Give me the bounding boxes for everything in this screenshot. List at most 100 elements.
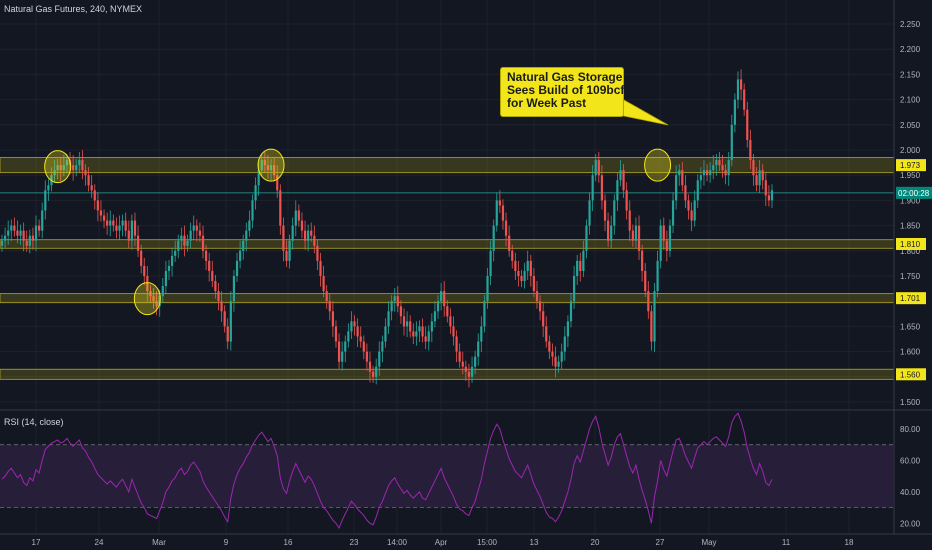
candle-body bbox=[746, 109, 749, 140]
candle-body bbox=[486, 276, 489, 302]
candle-body bbox=[337, 341, 341, 362]
candle-body bbox=[610, 225, 613, 241]
candle-body bbox=[208, 260, 211, 271]
candle-body bbox=[569, 301, 573, 322]
annotation-line: Sees Build of 109bcf bbox=[507, 83, 625, 97]
price-tick-label: 2.000 bbox=[900, 146, 921, 155]
candle-body bbox=[427, 331, 430, 342]
candle-body bbox=[291, 225, 294, 241]
candle-body bbox=[13, 225, 16, 231]
candle-body bbox=[118, 225, 121, 231]
candle-body bbox=[458, 351, 461, 362]
candle-body bbox=[192, 225, 195, 231]
candle-body bbox=[424, 336, 427, 342]
candle-body bbox=[755, 175, 758, 186]
rsi-tick-label: 20.00 bbox=[900, 519, 921, 528]
candle-body bbox=[532, 276, 535, 292]
candle-body bbox=[538, 301, 542, 312]
candle-body bbox=[483, 301, 486, 327]
candle-body bbox=[681, 170, 684, 186]
time-tick-label: 16 bbox=[284, 538, 293, 547]
candle-body bbox=[102, 215, 106, 221]
candle-body bbox=[201, 235, 205, 251]
candle-body bbox=[223, 311, 226, 327]
candle-body bbox=[436, 301, 440, 312]
time-tick-label: 23 bbox=[350, 538, 359, 547]
candle-body bbox=[251, 200, 254, 221]
candle-body bbox=[331, 311, 334, 327]
candle-body bbox=[616, 180, 619, 201]
time-tick-label: 11 bbox=[782, 538, 791, 547]
candle-body bbox=[761, 170, 764, 181]
candle-body bbox=[350, 321, 353, 332]
candle-body bbox=[87, 175, 90, 186]
candle-body bbox=[702, 170, 706, 176]
price-tick-label: 1.900 bbox=[900, 196, 921, 205]
price-tick-label: 1.750 bbox=[900, 272, 921, 281]
candle-body bbox=[402, 316, 406, 327]
candle-body bbox=[248, 220, 251, 231]
price-badge bbox=[896, 292, 926, 305]
candle-body bbox=[353, 321, 356, 327]
candle-body bbox=[313, 235, 316, 246]
candle-body bbox=[440, 291, 443, 302]
candle-body bbox=[464, 366, 467, 372]
candle-body bbox=[551, 351, 554, 357]
candle-body bbox=[297, 210, 300, 221]
candle-body bbox=[78, 160, 81, 166]
candle-body bbox=[452, 326, 455, 337]
candle-body bbox=[739, 79, 743, 90]
candle-body bbox=[495, 200, 498, 226]
candle-body bbox=[637, 225, 641, 251]
time-tick-label: 14:00 bbox=[387, 538, 408, 547]
candle-body bbox=[325, 291, 328, 302]
candle-body bbox=[634, 225, 638, 241]
candle-body bbox=[381, 341, 384, 352]
annotation-callout[interactable]: Natural Gas Storage Sees Build of 109bcf… bbox=[500, 67, 624, 117]
time-tick-label: 13 bbox=[530, 538, 539, 547]
candle-body bbox=[334, 326, 338, 342]
candle-body bbox=[368, 361, 372, 372]
annotation-line: Natural Gas Storage bbox=[507, 70, 623, 84]
candle-body bbox=[684, 185, 687, 201]
candle-body bbox=[81, 160, 84, 171]
candle-body bbox=[127, 230, 130, 241]
candle-body bbox=[730, 124, 733, 161]
candle-body bbox=[90, 185, 93, 191]
candle-body bbox=[752, 160, 755, 176]
candle-body bbox=[257, 170, 260, 186]
candle-body bbox=[628, 210, 631, 231]
candle-body bbox=[186, 240, 189, 246]
candle-body bbox=[520, 276, 523, 282]
candle-body bbox=[362, 341, 365, 352]
candle-body bbox=[576, 260, 579, 276]
candle-body bbox=[130, 220, 133, 241]
candle-body bbox=[99, 210, 103, 216]
candle-body bbox=[501, 205, 505, 221]
candle-body bbox=[480, 326, 483, 342]
candle-body bbox=[409, 321, 412, 332]
candle-body bbox=[504, 220, 508, 236]
price-badge bbox=[896, 368, 926, 381]
candle-body bbox=[477, 341, 480, 357]
candle-body bbox=[344, 341, 347, 352]
highlight-circle bbox=[44, 150, 72, 184]
candle-body bbox=[204, 250, 208, 261]
candle-body bbox=[93, 190, 96, 201]
candle-body bbox=[498, 200, 501, 206]
candle-body bbox=[662, 225, 665, 241]
candle-body bbox=[675, 175, 678, 201]
rsi-tick-label: 80.00 bbox=[900, 425, 921, 434]
candle-body bbox=[170, 255, 174, 266]
candle-body bbox=[136, 235, 140, 251]
candle-body bbox=[671, 200, 675, 226]
candle-body bbox=[446, 306, 449, 317]
time-tick-label: Apr bbox=[435, 538, 448, 547]
chart-title: Natural Gas Futures, 240, NYMEX bbox=[4, 4, 143, 14]
candle-body bbox=[183, 235, 186, 246]
candle-body bbox=[724, 170, 727, 176]
candle-body bbox=[282, 225, 285, 251]
candle-body bbox=[195, 225, 198, 231]
candle-body bbox=[62, 165, 65, 171]
